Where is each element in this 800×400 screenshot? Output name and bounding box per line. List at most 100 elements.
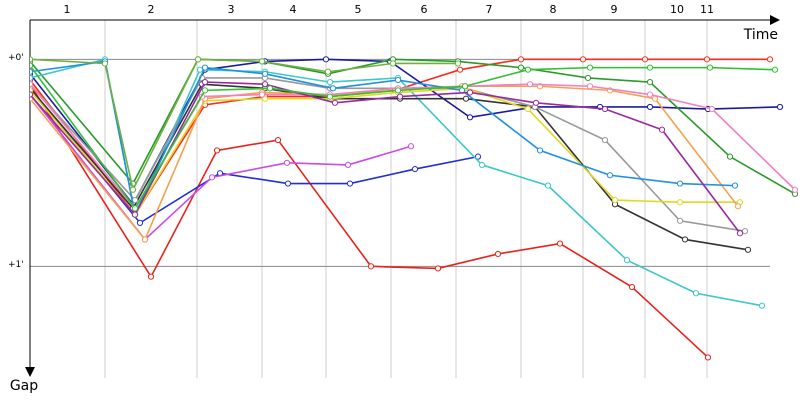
point [771, 66, 779, 73]
point [147, 273, 155, 280]
point [131, 211, 139, 218]
x-tick-label: 7 [486, 3, 493, 16]
point [407, 143, 415, 150]
point [201, 64, 209, 71]
point [329, 85, 337, 92]
point [586, 83, 594, 90]
y-axis-label: Gap [10, 378, 38, 394]
point [646, 64, 654, 71]
point [517, 56, 525, 63]
point [266, 85, 274, 92]
point [454, 60, 462, 67]
point [30, 68, 34, 75]
point [194, 56, 202, 63]
point [30, 62, 34, 69]
point [646, 103, 654, 111]
point [703, 56, 711, 63]
point [494, 250, 502, 258]
point [584, 74, 592, 82]
series-line [30, 58, 770, 216]
point [478, 161, 486, 169]
point [623, 257, 631, 264]
point [776, 103, 784, 111]
point [367, 263, 375, 270]
point [141, 236, 149, 243]
point [731, 182, 739, 189]
point [394, 87, 402, 94]
point [524, 105, 532, 113]
x-tick-label: 5 [355, 3, 362, 16]
point [258, 91, 266, 98]
point [692, 290, 700, 297]
point [474, 153, 482, 160]
point [708, 105, 716, 113]
point [331, 99, 339, 106]
point [726, 153, 734, 160]
point [734, 203, 742, 210]
point [324, 68, 332, 75]
point [628, 283, 636, 291]
point [681, 236, 689, 243]
y-tick-label: +0' [8, 53, 24, 63]
point [136, 219, 144, 226]
point [258, 58, 266, 65]
point [586, 64, 594, 71]
x-tick-label: 10 [670, 3, 684, 16]
point [526, 81, 534, 88]
point [326, 93, 334, 100]
point [524, 66, 532, 73]
point [30, 91, 34, 98]
point [601, 105, 609, 113]
x-arrow [770, 15, 780, 25]
point [466, 114, 474, 121]
series-line [30, 58, 796, 195]
point [434, 265, 442, 272]
point [322, 56, 330, 63]
point [411, 165, 419, 173]
point [394, 76, 402, 84]
point [396, 93, 404, 100]
x-axis-label: Time [743, 27, 778, 43]
point [274, 136, 282, 144]
point [646, 79, 654, 86]
x-tick-label: 3 [228, 3, 235, 16]
point [741, 228, 749, 235]
point [704, 354, 712, 361]
point [201, 87, 209, 94]
point [261, 70, 269, 77]
point [346, 180, 354, 187]
x-tick-label: 2 [148, 3, 155, 16]
point [736, 230, 744, 237]
y-arrow [25, 367, 35, 377]
point [601, 136, 609, 144]
point [461, 83, 469, 90]
point [646, 91, 654, 98]
point [261, 81, 269, 88]
point [201, 79, 209, 86]
grid [30, 20, 770, 378]
point [283, 159, 291, 166]
series-line [30, 94, 412, 241]
point [462, 95, 470, 102]
point [744, 246, 752, 253]
point [30, 81, 34, 88]
point [579, 56, 587, 63]
point [30, 74, 34, 82]
point [129, 186, 137, 193]
series-line [30, 87, 479, 224]
point [389, 60, 397, 67]
point [517, 64, 525, 71]
point [101, 60, 109, 67]
point [532, 99, 540, 106]
point [641, 56, 649, 63]
point [676, 180, 684, 187]
point [606, 172, 614, 179]
point [284, 180, 292, 187]
series-layer [30, 56, 799, 361]
point [536, 147, 544, 154]
series-line [30, 83, 709, 359]
point [30, 56, 34, 63]
series-line [30, 58, 458, 193]
point [611, 197, 619, 204]
y-tick-label: +1' [8, 260, 24, 270]
